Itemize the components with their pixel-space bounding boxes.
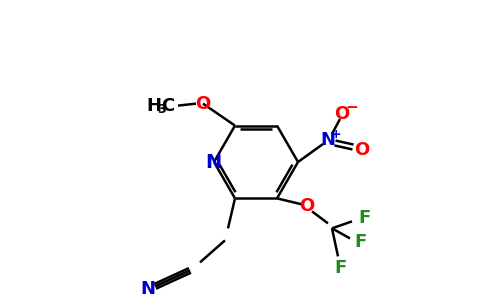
Text: −: − bbox=[346, 100, 358, 116]
Text: F: F bbox=[358, 209, 370, 227]
Text: N: N bbox=[140, 280, 155, 298]
Text: F: F bbox=[334, 260, 346, 278]
Text: O: O bbox=[354, 141, 370, 159]
Text: O: O bbox=[300, 197, 315, 215]
Text: O: O bbox=[196, 94, 211, 112]
Text: +: + bbox=[331, 128, 341, 142]
Text: C: C bbox=[161, 97, 175, 115]
Text: F: F bbox=[355, 233, 367, 251]
Text: H: H bbox=[147, 97, 162, 115]
Text: O: O bbox=[334, 105, 349, 123]
Text: 3: 3 bbox=[158, 103, 166, 116]
Text: N: N bbox=[205, 152, 221, 172]
Text: N: N bbox=[320, 131, 335, 149]
